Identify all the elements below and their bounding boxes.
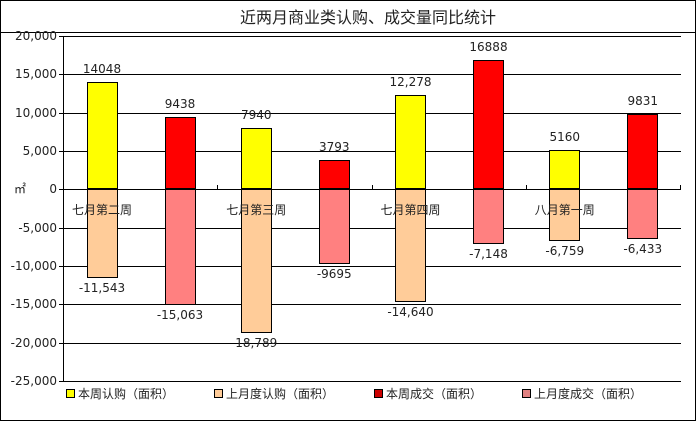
- y-tick-mark: [59, 189, 64, 191]
- gridline: [64, 266, 681, 267]
- legend-swatch: [374, 389, 384, 398]
- data-label: -15,063: [156, 307, 204, 322]
- data-label: 12,278: [389, 75, 432, 90]
- legend: 本周认购（面积） 上月度认购（面积） 本周成交（面积） 上月度成交（面积）: [66, 385, 682, 402]
- x-tick-mark: [680, 185, 681, 190]
- gridline: [64, 151, 681, 152]
- x-tick-mark: [371, 185, 373, 190]
- bar: [473, 189, 504, 245]
- gridline: [64, 112, 681, 114]
- bar: [240, 128, 272, 190]
- data-label: -9695: [316, 266, 352, 281]
- data-label: -7,148: [469, 247, 508, 262]
- title-divider: [0, 32, 696, 33]
- legend-label: 上月度成交（面积）: [534, 387, 643, 401]
- bar: [164, 116, 196, 190]
- y-tick-mark: [59, 266, 64, 267]
- gridline: [64, 342, 681, 344]
- y-tick-mark: [59, 151, 64, 152]
- y-tick-label: 0: [49, 182, 57, 197]
- chart-title: 近两月商业类认购、成交量同比统计: [239, 8, 496, 27]
- legend-swatch: [214, 389, 224, 398]
- y-tick-mark: [59, 381, 64, 382]
- bar: [549, 149, 581, 190]
- bar: [164, 189, 196, 305]
- data-label: -14,640: [387, 304, 434, 319]
- legend-label: 上月度认购（面积）: [226, 387, 335, 401]
- y-tick-mark: [59, 304, 64, 306]
- y-tick-mark: [59, 36, 64, 37]
- bar: [473, 59, 504, 190]
- data-label: 3793: [318, 140, 350, 155]
- bar: [627, 189, 659, 239]
- x-category-label: 七月第三周: [226, 203, 287, 218]
- gridline: [64, 381, 681, 382]
- y-tick-mark: [59, 112, 64, 114]
- data-label: 7940: [240, 108, 272, 123]
- gridline: [64, 304, 681, 306]
- y-tick-label: 20,000: [15, 29, 57, 43]
- y-tick-label: -10,000: [10, 259, 57, 273]
- y-tick-label: -15,000: [10, 297, 57, 312]
- plot-area: 14048 -11,543 9438 -15,063 七月第二周 7940 18,789 37…: [59, 36, 681, 382]
- y-tick-mark: [59, 342, 64, 344]
- y-axis-label: ㎡: [14, 182, 27, 196]
- legend-item: 本周认购（面积）: [66, 385, 174, 402]
- bar: [86, 81, 118, 190]
- x-tick-mark: [217, 185, 219, 190]
- y-tick-mark: [59, 74, 64, 76]
- bar: [627, 113, 659, 190]
- y-tick-label: 10,000: [15, 105, 57, 120]
- bar: [86, 189, 118, 278]
- bar: [549, 189, 581, 242]
- y-tick-mark: [59, 227, 64, 229]
- bar: [240, 189, 272, 334]
- y-tick-label: 15,000: [15, 67, 57, 82]
- bar: [318, 189, 350, 264]
- bar: [395, 189, 426, 302]
- legend-item: 上月度成交（面积）: [522, 385, 642, 402]
- data-label: -11,543: [78, 280, 126, 295]
- x-category-label: 七月第二周: [71, 203, 132, 218]
- legend-label: 本周成交（面积）: [386, 387, 483, 401]
- data-label: 9831: [627, 93, 659, 108]
- data-label: 18,789: [235, 336, 278, 351]
- gridline: [64, 227, 681, 229]
- x-category-label: 七月第四周: [380, 203, 441, 218]
- data-label: 5160: [549, 129, 581, 144]
- legend-swatch: [66, 389, 75, 398]
- legend-swatch: [522, 389, 532, 398]
- gridline: [64, 36, 681, 37]
- legend-item: 本周成交（面积）: [374, 385, 482, 402]
- y-tick-label: -25,000: [10, 374, 57, 388]
- y-tick-label: -5,000: [18, 220, 57, 235]
- legend-item: 上月度认购（面积）: [214, 385, 334, 402]
- legend-label: 本周认购（面积）: [78, 387, 175, 401]
- data-label: 14048: [82, 61, 122, 76]
- data-label: -6,759: [545, 244, 585, 259]
- data-label: 9438: [164, 96, 196, 111]
- bar: [395, 95, 426, 190]
- x-category-label: 八月第一周: [534, 203, 595, 218]
- y-tick-label: -20,000: [10, 335, 57, 350]
- gridline: [64, 189, 681, 191]
- data-label: -6,433: [623, 241, 663, 256]
- bar: [318, 160, 350, 190]
- y-tick-label: 5,000: [22, 144, 57, 158]
- x-tick-mark: [525, 185, 527, 190]
- data-label: 16888: [469, 39, 508, 54]
- gridline: [64, 74, 681, 76]
